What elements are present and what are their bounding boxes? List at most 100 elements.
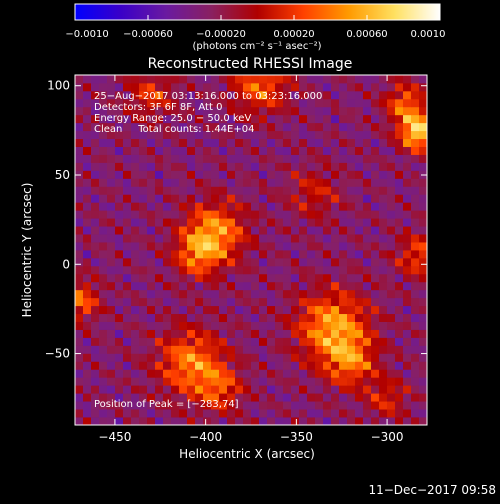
heatmap-cell [355, 417, 364, 425]
heatmap-cell [283, 385, 292, 394]
heatmap-cell [219, 257, 228, 267]
heatmap-cell [403, 377, 412, 386]
heatmap-cell [259, 106, 268, 116]
heatmap-cell [75, 281, 84, 291]
heatmap-cell [347, 297, 356, 307]
heatmap-cell [347, 98, 356, 108]
heatmap-cell [91, 281, 100, 291]
heatmap-cell [107, 114, 116, 124]
heatmap-cell [171, 321, 180, 330]
heatmap-cell [283, 218, 292, 227]
heatmap-cell [171, 130, 180, 140]
heatmap-cell [395, 401, 404, 410]
heatmap-cell [347, 377, 356, 386]
heatmap-cell [139, 82, 148, 92]
heatmap-cell [347, 138, 356, 147]
heatmap-cell [331, 281, 340, 291]
heatmap-cell [123, 337, 132, 346]
heatmap-cell [323, 202, 332, 211]
heatmap-cell [259, 114, 268, 124]
heatmap-cell [251, 369, 260, 378]
heatmap-cell [171, 98, 180, 108]
heatmap-cell [251, 289, 260, 299]
heatmap-cell [203, 393, 212, 402]
heatmap-cell [139, 114, 148, 124]
heatmap-cell [179, 385, 188, 394]
heatmap-cell [227, 289, 236, 299]
heatmap-cell [115, 289, 124, 299]
heatmap-cell [355, 305, 364, 315]
heatmap-cell [187, 218, 196, 227]
heatmap-cell [363, 250, 372, 259]
heatmap-cell [275, 257, 284, 267]
heatmap-cell [155, 417, 164, 425]
heatmap-cell [291, 385, 300, 394]
heatmap-cell [91, 321, 100, 330]
heatmap-cell [131, 337, 140, 346]
heatmap-cell [411, 226, 420, 235]
heatmap-cell [355, 146, 364, 155]
heatmap-cell [147, 417, 156, 425]
heatmap-cell [291, 122, 300, 132]
heatmap-cell [139, 218, 148, 227]
heatmap-cell [139, 106, 148, 116]
heatmap-cell [291, 75, 300, 84]
heatmap-cell [259, 273, 268, 283]
heatmap-cell [379, 114, 388, 124]
heatmap-cell [131, 393, 140, 402]
heatmap-cell [323, 250, 332, 259]
heatmap-cell [371, 138, 380, 147]
heatmap-cell [355, 329, 364, 338]
heatmap-cell [155, 313, 164, 322]
heatmap-cell [419, 250, 427, 259]
heatmap-cell [387, 345, 396, 354]
heatmap-cell [115, 393, 124, 402]
heatmap-cell [91, 226, 100, 235]
heatmap-cell [91, 75, 100, 84]
heatmap-cell [339, 130, 348, 140]
heatmap-cell [107, 257, 116, 267]
heatmap-cell [379, 281, 388, 291]
heatmap-cell [123, 138, 132, 147]
heatmap-cell [275, 122, 284, 132]
heatmap-cell [163, 385, 172, 394]
heatmap-cell [147, 409, 156, 418]
heatmap-cell [251, 234, 260, 243]
heatmap-cell [395, 194, 404, 203]
heatmap-cell [307, 265, 316, 275]
heatmap-cell [387, 321, 396, 330]
heatmap-cell [219, 250, 228, 259]
heatmap-cell [395, 257, 404, 267]
heatmap-cell [387, 409, 396, 418]
heatmap-cell [243, 226, 252, 235]
heatmap-cell [99, 162, 108, 171]
heatmap-cell [99, 210, 108, 219]
heatmap-cell [419, 273, 427, 283]
heatmap-cell [355, 409, 364, 418]
heatmap-cell [315, 345, 324, 354]
heatmap-cell [131, 162, 140, 171]
heatmap-cell [107, 385, 116, 394]
heatmap-cell [283, 170, 292, 179]
heatmap-cell [411, 90, 420, 100]
heatmap-cell [267, 218, 276, 227]
heatmap-cell [179, 138, 188, 147]
heatmap-cell [251, 98, 260, 108]
heatmap-cell [339, 226, 348, 235]
heatmap-cell [267, 369, 276, 378]
heatmap-cell [83, 234, 92, 243]
heatmap-cell [139, 273, 148, 283]
heatmap-cell [227, 353, 236, 362]
heatmap-cell [395, 361, 404, 370]
heatmap-cell [275, 178, 284, 187]
heatmap-cell [355, 361, 364, 370]
heatmap-cell [275, 154, 284, 163]
heatmap-cell [219, 297, 228, 307]
heatmap-cell [299, 385, 308, 394]
heatmap-cell [179, 90, 188, 100]
heatmap-cell [203, 289, 212, 299]
heatmap-cell [331, 401, 340, 410]
heatmap-cell [203, 337, 212, 346]
heatmap-cell [131, 345, 140, 354]
heatmap-cell [203, 114, 212, 124]
